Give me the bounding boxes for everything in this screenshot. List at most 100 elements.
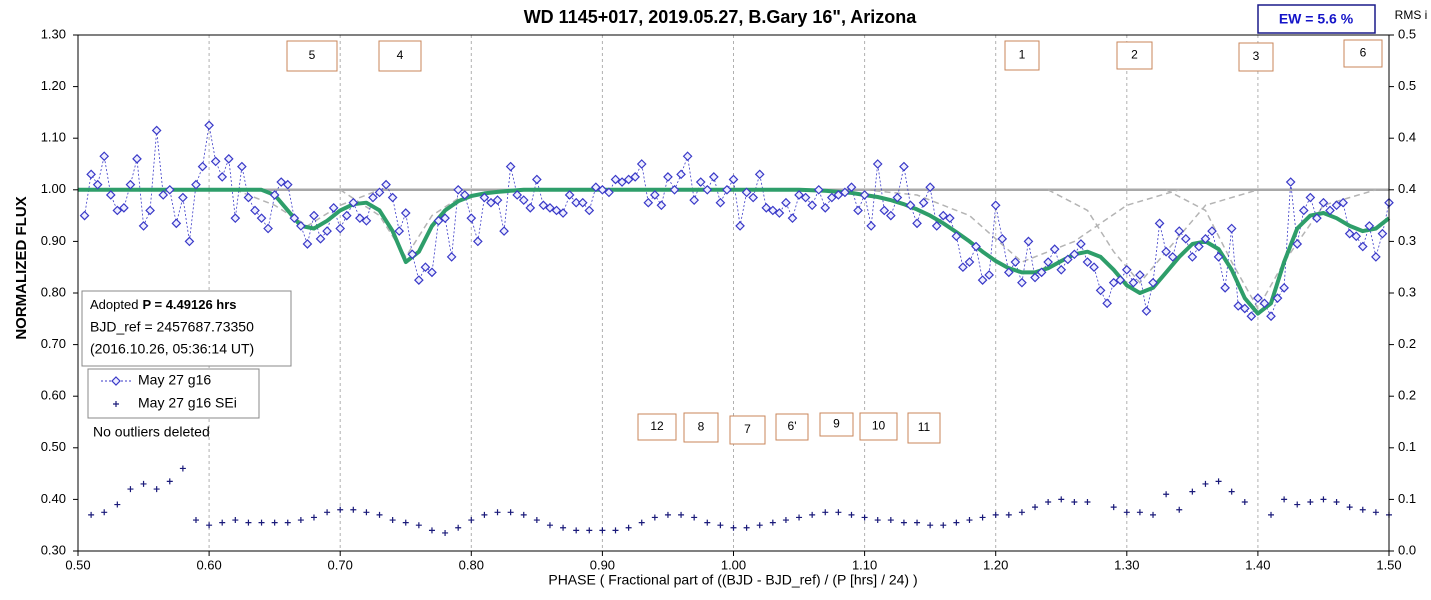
data-point bbox=[276, 177, 287, 187]
error-point bbox=[599, 527, 606, 534]
data-point bbox=[178, 192, 188, 203]
data-point bbox=[184, 236, 195, 247]
data-point bbox=[361, 215, 372, 226]
data-point bbox=[1135, 270, 1145, 280]
data-point bbox=[315, 233, 326, 244]
data-point bbox=[1220, 282, 1230, 293]
annotation-box bbox=[907, 412, 941, 444]
data-point bbox=[1253, 293, 1263, 304]
data-point bbox=[702, 184, 713, 195]
data-point bbox=[551, 205, 562, 216]
error-point bbox=[1084, 498, 1091, 505]
y-axis-label: NORMALIZED FLUX bbox=[13, 196, 30, 339]
data-point bbox=[905, 200, 916, 211]
error-point bbox=[664, 511, 671, 518]
error-point bbox=[324, 509, 331, 516]
data-point bbox=[1161, 246, 1171, 257]
error-point bbox=[822, 509, 829, 516]
data-point bbox=[604, 187, 614, 198]
data-point bbox=[1003, 267, 1014, 278]
y2-tick-label: 0.4 bbox=[1398, 130, 1416, 145]
data-point bbox=[885, 210, 896, 221]
annotation-box bbox=[1343, 39, 1383, 68]
data-point bbox=[335, 223, 346, 234]
data-point bbox=[499, 226, 509, 236]
error-point bbox=[1136, 509, 1143, 516]
data-point bbox=[715, 197, 726, 208]
data-point bbox=[564, 190, 575, 200]
error-point bbox=[914, 519, 921, 526]
data-point bbox=[145, 205, 155, 216]
annotation-box bbox=[1238, 42, 1274, 72]
error-point bbox=[376, 511, 383, 518]
data-point bbox=[597, 184, 608, 195]
data-point bbox=[394, 226, 405, 236]
data-point bbox=[368, 192, 378, 203]
data-point bbox=[132, 153, 142, 164]
error-point bbox=[520, 511, 527, 518]
x-tick-label: 0.60 bbox=[196, 557, 221, 572]
data-point bbox=[125, 179, 136, 190]
annotation-box bbox=[378, 40, 422, 72]
data-point bbox=[420, 262, 431, 273]
error-point bbox=[245, 519, 252, 526]
data-point bbox=[767, 205, 778, 216]
y-tick-label: 0.60 bbox=[41, 388, 66, 403]
error-point bbox=[966, 517, 973, 524]
data-point bbox=[1331, 200, 1342, 211]
data-point bbox=[1148, 277, 1158, 288]
data-point bbox=[1213, 252, 1224, 262]
y-tick-label: 1.20 bbox=[41, 78, 66, 93]
data-point bbox=[617, 177, 627, 187]
x-tick-label: 0.80 bbox=[459, 557, 484, 572]
data-point bbox=[1167, 252, 1178, 262]
error-point bbox=[940, 522, 947, 529]
error-point bbox=[101, 509, 108, 516]
error-point bbox=[258, 519, 265, 526]
data-point bbox=[407, 249, 418, 260]
data-point bbox=[879, 205, 890, 216]
data-point bbox=[328, 203, 339, 213]
component-curve bbox=[1165, 189, 1377, 311]
y-tick-label: 0.50 bbox=[41, 439, 66, 454]
y-tick-label: 0.30 bbox=[41, 542, 66, 557]
data-point bbox=[577, 197, 588, 208]
error-point bbox=[481, 511, 488, 518]
data-point bbox=[656, 200, 667, 211]
error-point bbox=[1281, 496, 1288, 503]
data-point bbox=[1226, 223, 1237, 234]
data-point bbox=[400, 208, 411, 218]
annotation-label: 8 bbox=[698, 420, 705, 434]
error-point bbox=[337, 506, 344, 513]
y2-tick-label: 0.3 bbox=[1398, 284, 1416, 299]
y2-tick-label: 0.4 bbox=[1398, 181, 1416, 196]
data-point bbox=[1279, 282, 1289, 293]
data-point bbox=[486, 197, 496, 208]
data-point bbox=[171, 218, 182, 229]
data-point bbox=[518, 195, 529, 205]
info-box bbox=[81, 290, 292, 367]
data-point bbox=[944, 213, 955, 224]
info-period: P = 4.49126 hrs bbox=[142, 297, 236, 312]
x-tick-label: 1.00 bbox=[721, 557, 746, 572]
data-point bbox=[643, 197, 654, 208]
data-point bbox=[112, 205, 123, 216]
error-point bbox=[1307, 498, 1314, 505]
data-point bbox=[1194, 241, 1204, 252]
component-curve bbox=[864, 189, 1180, 263]
error-point bbox=[402, 519, 409, 526]
error-point bbox=[782, 517, 789, 524]
error-point bbox=[166, 478, 173, 485]
data-point bbox=[584, 205, 595, 216]
data-point bbox=[1121, 264, 1132, 275]
error-point bbox=[678, 511, 685, 518]
data-point bbox=[197, 161, 208, 172]
data-point bbox=[649, 190, 660, 200]
annotation-box bbox=[729, 415, 766, 445]
error-point bbox=[455, 524, 462, 531]
data-point bbox=[545, 203, 555, 213]
error-point bbox=[389, 517, 396, 524]
error-point bbox=[297, 517, 304, 524]
legend-label: May 27 g16 SEi bbox=[138, 395, 237, 411]
annotation-box bbox=[1116, 41, 1153, 70]
